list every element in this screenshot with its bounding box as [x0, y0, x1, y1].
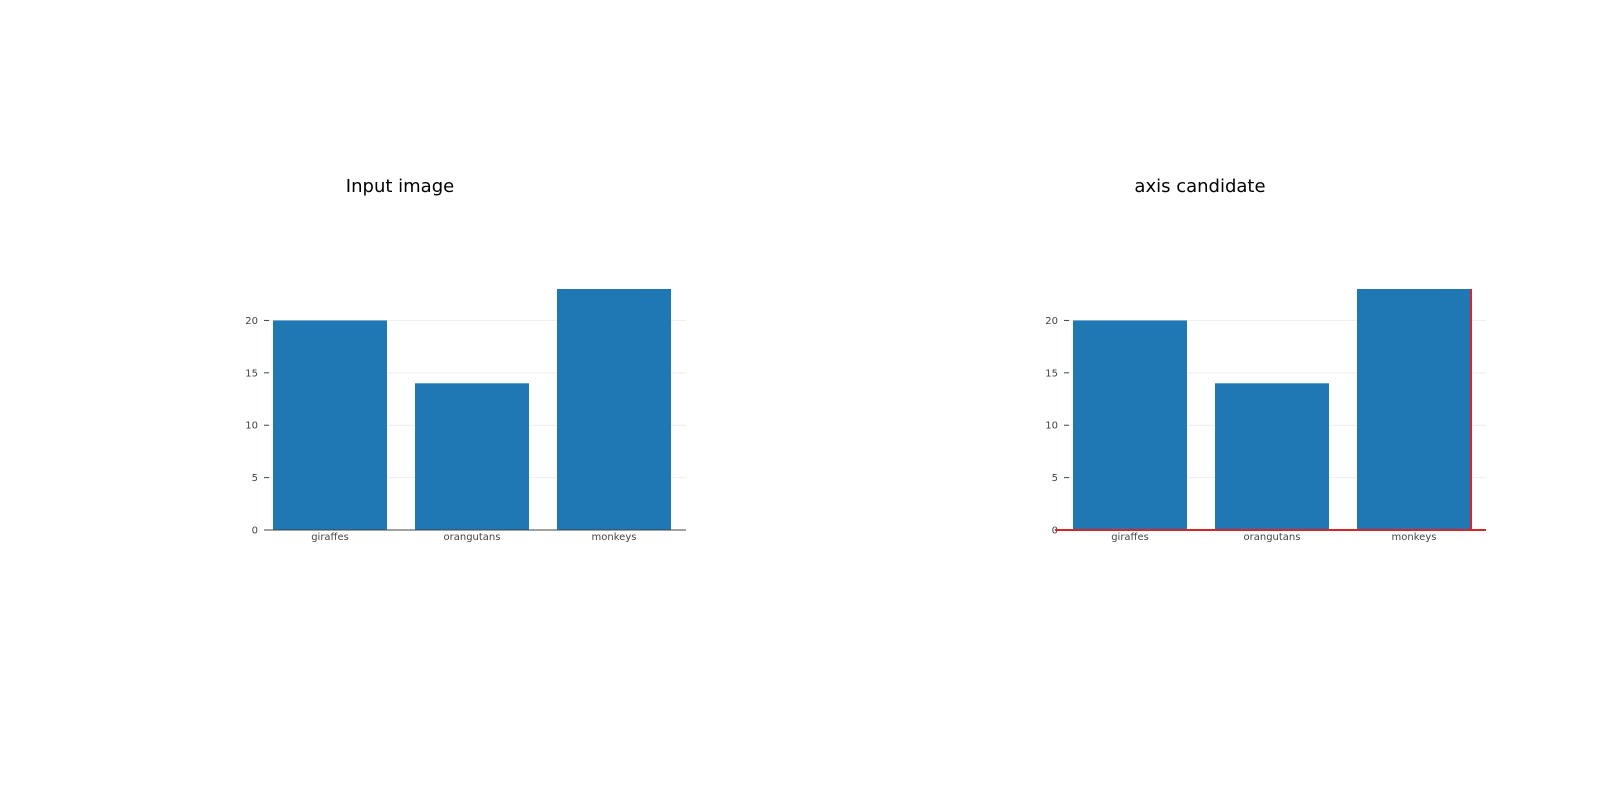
x-tick-label: orangutans: [444, 532, 501, 543]
bar-chart-input: 0 5 10 15 20 giraffes orangutans monkeys: [245, 289, 686, 543]
bar-orangutans: [1215, 383, 1329, 530]
chart-panel-input: Input image 0 5 10 15 20 giraffes orangutans mo…: [245, 176, 686, 543]
bar-giraffes: [1073, 320, 1187, 530]
bar-giraffes: [273, 320, 387, 530]
y-tick-label: 20: [245, 316, 258, 327]
y-tick-label: 0: [1052, 526, 1058, 537]
y-tick-label: 0: [252, 526, 258, 537]
x-tick-label: giraffes: [311, 532, 349, 543]
x-tick-label: monkeys: [1392, 532, 1437, 543]
y-tick-label: 15: [245, 368, 258, 379]
chart-title: axis candidate: [1134, 176, 1266, 197]
y-tick-label: 10: [245, 421, 258, 432]
x-tick-label: orangutans: [1244, 532, 1301, 543]
bar-monkeys: [1357, 289, 1471, 530]
bar-orangutans: [415, 383, 529, 530]
x-tick-label: giraffes: [1111, 532, 1149, 543]
chart-title: Input image: [345, 176, 455, 197]
y-tick-label: 15: [1045, 368, 1058, 379]
x-tick-label: monkeys: [592, 532, 637, 543]
bar-chart-axis-candidate: 0 5 10 15 20 giraffes orangutans monkeys: [1045, 289, 1486, 543]
y-tick-label: 20: [1045, 316, 1058, 327]
chart-panel-axis-candidate: axis candidate 0 5 10 15 20 giraffes orangutan…: [800, 0, 1600, 800]
y-tick-label: 5: [252, 473, 258, 484]
bar-monkeys: [557, 289, 671, 530]
y-tick-label: 10: [1045, 421, 1058, 432]
y-tick-label: 5: [1052, 473, 1058, 484]
